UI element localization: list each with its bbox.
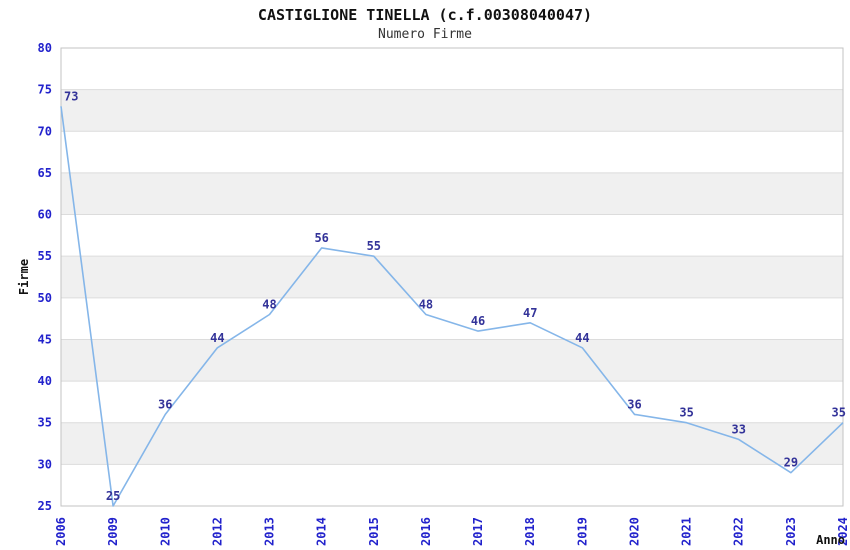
y-tick-label: 30 bbox=[38, 457, 52, 471]
x-tick-label: 2010 bbox=[158, 517, 172, 546]
y-tick-label: 55 bbox=[38, 249, 52, 263]
y-tick-label: 45 bbox=[38, 332, 52, 346]
x-tick-label: 2022 bbox=[732, 517, 746, 546]
chart-title: CASTIGLIONE TINELLA (c.f.00308040047) bbox=[257, 6, 593, 24]
data-label: 25 bbox=[106, 489, 120, 503]
x-tick-label: 2020 bbox=[627, 517, 641, 546]
data-label: 55 bbox=[367, 239, 381, 253]
y-tick-label: 25 bbox=[38, 499, 52, 513]
x-tick-label: 2019 bbox=[575, 517, 589, 546]
y-tick-label: 35 bbox=[38, 416, 52, 430]
data-label: 44 bbox=[575, 331, 589, 345]
y-tick-label: 65 bbox=[38, 166, 52, 180]
y-tick-label: 80 bbox=[38, 41, 52, 55]
data-labels: 73 25 36 44 48 56 55 48 46 47 44 36 35 33 29 35 bbox=[64, 89, 846, 503]
x-axis-labels: 2006 2009 2010 2012 2013 2014 2015 2016 2017 2018… bbox=[54, 517, 850, 546]
y-axis-labels: 25 30 35 40 45 50 55 60 65 70 75 80 bbox=[38, 41, 52, 513]
plot-band bbox=[61, 172, 843, 215]
axis-titles: Firme Anno bbox=[17, 259, 845, 547]
plot-band bbox=[61, 422, 843, 465]
data-label: 36 bbox=[158, 397, 172, 411]
y-tick-label: 70 bbox=[38, 124, 52, 138]
x-tick-label: 2017 bbox=[471, 517, 485, 546]
y-axis-title: Firme bbox=[17, 259, 31, 295]
plot-border bbox=[60, 47, 844, 507]
data-label: 35 bbox=[679, 406, 693, 420]
data-label: 29 bbox=[784, 456, 798, 470]
y-tick-label: 60 bbox=[38, 208, 52, 222]
series-polyline bbox=[60, 106, 844, 507]
plot-bands bbox=[61, 89, 843, 465]
chart-subtitle: Numero Firme bbox=[378, 27, 472, 42]
data-label: 33 bbox=[732, 422, 746, 436]
x-tick-label: 2012 bbox=[210, 517, 224, 546]
x-tick-label: 2016 bbox=[419, 517, 433, 546]
data-label: 73 bbox=[64, 89, 78, 103]
data-label: 35 bbox=[832, 406, 846, 420]
plot-band bbox=[61, 89, 843, 132]
y-tick-label: 75 bbox=[38, 83, 52, 97]
data-label: 44 bbox=[210, 331, 224, 345]
data-label: 47 bbox=[523, 306, 537, 320]
y-tick-label: 50 bbox=[38, 291, 52, 305]
x-tick-label: 2009 bbox=[106, 517, 120, 546]
x-tick-label: 2015 bbox=[367, 517, 381, 546]
plot-band bbox=[61, 256, 843, 298]
x-tick-label: 2006 bbox=[54, 517, 68, 546]
data-label: 36 bbox=[627, 397, 641, 411]
x-tick-label: 2014 bbox=[315, 517, 329, 546]
data-label: 48 bbox=[262, 297, 276, 311]
x-tick-label: 2024 bbox=[836, 517, 850, 546]
data-label: 48 bbox=[419, 297, 433, 311]
x-tick-label: 2018 bbox=[523, 517, 537, 546]
x-axis-title: Anno bbox=[816, 533, 845, 547]
data-label: 46 bbox=[471, 314, 485, 328]
x-tick-label: 2023 bbox=[784, 517, 798, 546]
y-tick-label: 40 bbox=[38, 374, 52, 388]
x-tick-label: 2021 bbox=[680, 517, 694, 546]
series-line bbox=[60, 106, 844, 507]
x-tick-label: 2013 bbox=[263, 517, 277, 546]
plot-border-rect bbox=[60, 47, 844, 507]
data-label: 56 bbox=[314, 231, 328, 245]
plot-band bbox=[61, 339, 843, 382]
